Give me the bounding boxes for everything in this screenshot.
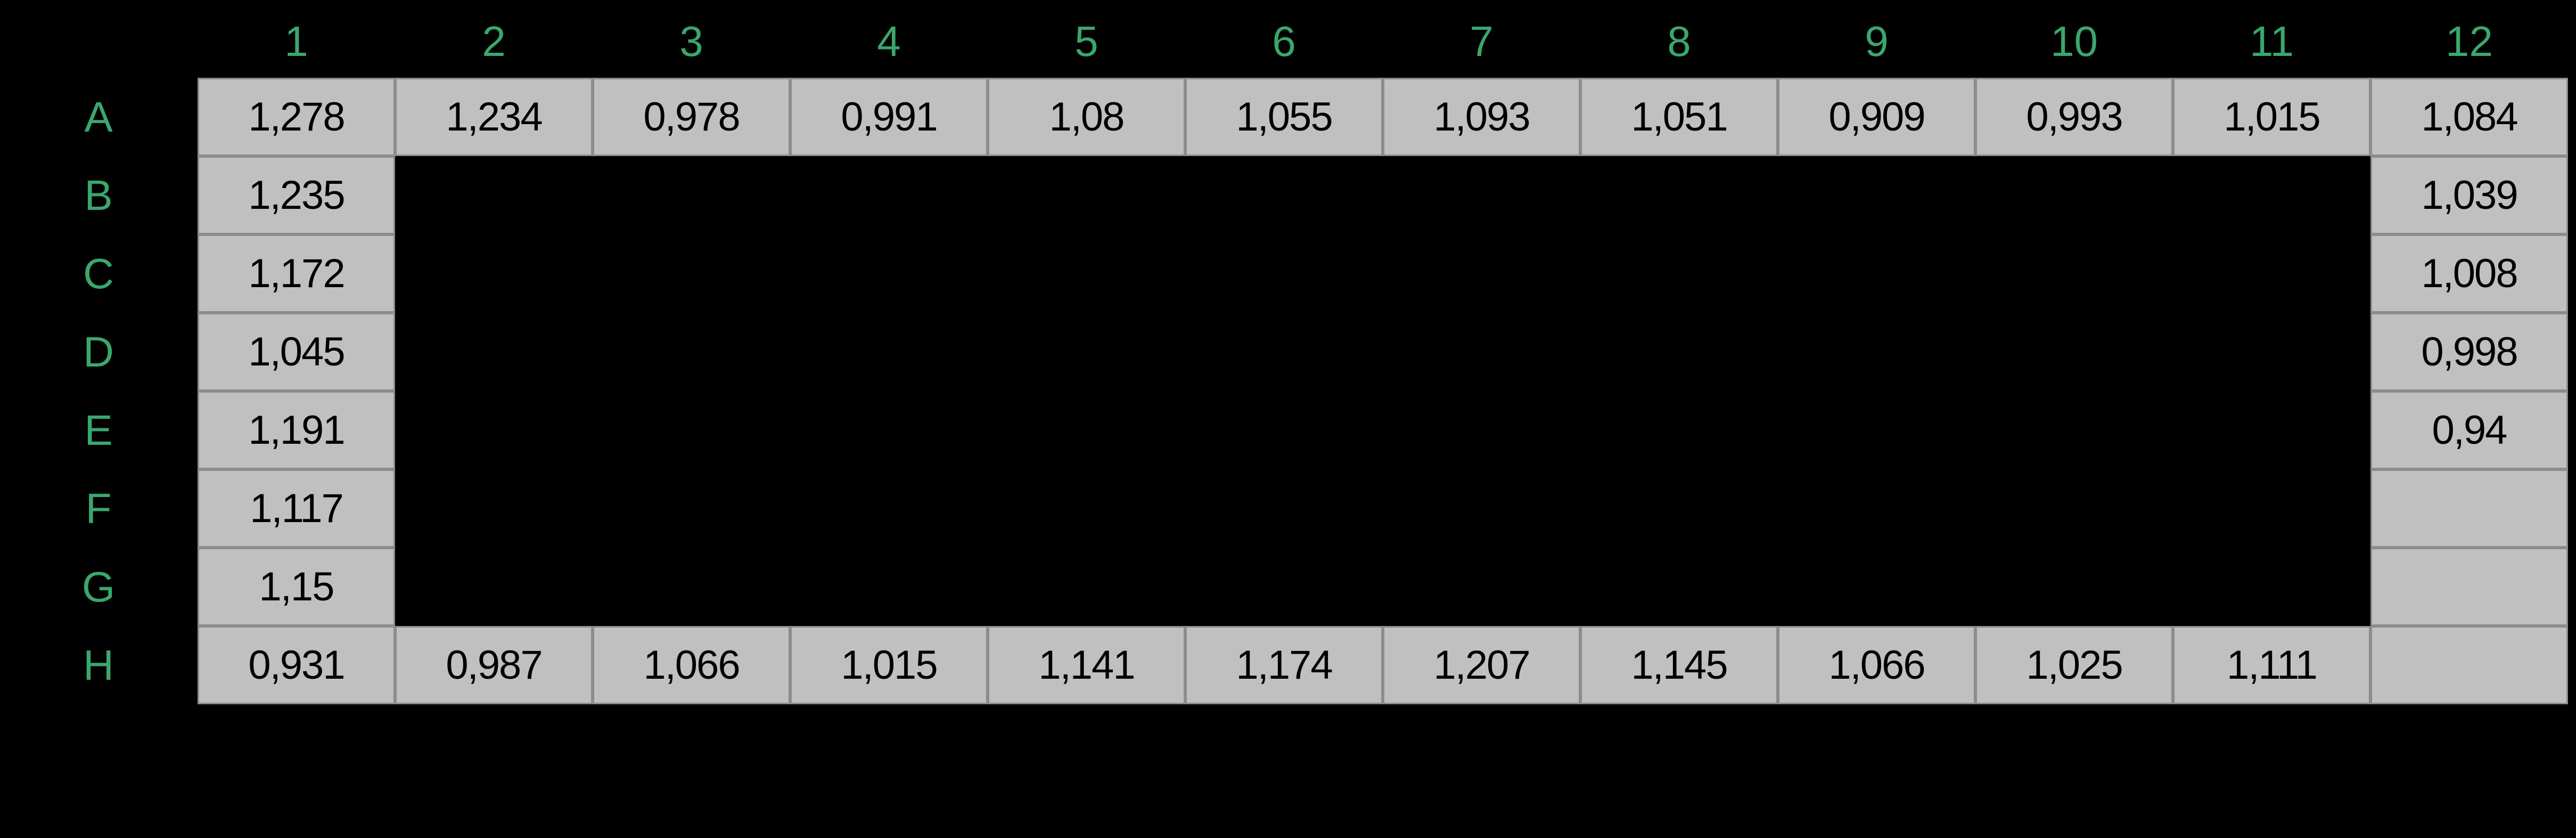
well-B12: 1,039 xyxy=(2370,156,2568,234)
well-H6: 1,174 xyxy=(1185,626,1383,704)
well-A4: 0,991 xyxy=(790,78,988,156)
column-header-12: 12 xyxy=(2446,18,2493,65)
well-A6: 1,055 xyxy=(1185,78,1383,156)
column-header-11: 11 xyxy=(2249,18,2294,65)
well-C12: 1,008 xyxy=(2370,234,2568,313)
well-A10: 0,993 xyxy=(1975,78,2173,156)
column-header-3: 3 xyxy=(679,18,703,65)
column-header-7: 7 xyxy=(1470,18,1494,65)
column-header-6: 6 xyxy=(1272,18,1296,65)
well-B1: 1,235 xyxy=(198,156,395,234)
row-header-E: E xyxy=(84,406,113,454)
well-H7: 1,207 xyxy=(1383,626,1580,704)
column-header-4: 4 xyxy=(877,18,901,65)
well-G12 xyxy=(2370,548,2568,626)
well-H4: 1,015 xyxy=(790,626,988,704)
row-header-H: H xyxy=(83,641,114,689)
well-A7: 1,093 xyxy=(1383,78,1580,156)
well-D12: 0,998 xyxy=(2370,313,2568,391)
well-H11: 1,111 xyxy=(2173,626,2370,704)
well-H9: 1,066 xyxy=(1778,626,1975,704)
row-header-A: A xyxy=(84,93,113,141)
row-header-C: C xyxy=(83,249,114,297)
well-H10: 1,025 xyxy=(1975,626,2173,704)
well-D1: 1,045 xyxy=(198,313,395,391)
well-A11: 1,015 xyxy=(2173,78,2370,156)
well-H8: 1,145 xyxy=(1580,626,1778,704)
well-A2: 1,234 xyxy=(395,78,593,156)
well-F12 xyxy=(2370,469,2568,548)
row-header-B: B xyxy=(84,171,113,219)
well-H5: 1,141 xyxy=(988,626,1185,704)
well-H2: 0,987 xyxy=(395,626,593,704)
row-header-D: D xyxy=(83,328,114,376)
well-A9: 0,909 xyxy=(1778,78,1975,156)
column-header-1: 1 xyxy=(284,18,308,65)
column-header-2: 2 xyxy=(482,18,506,65)
well-A5: 1,08 xyxy=(988,78,1185,156)
well-G1: 1,15 xyxy=(198,548,395,626)
well-F1: 1,117 xyxy=(198,469,395,548)
column-header-5: 5 xyxy=(1074,18,1098,65)
well-C1: 1,172 xyxy=(198,234,395,313)
well-A3: 0,978 xyxy=(593,78,790,156)
well-A1: 1,278 xyxy=(198,78,395,156)
well-H1: 0,931 xyxy=(198,626,395,704)
well-E12: 0,94 xyxy=(2370,391,2568,469)
column-header-10: 10 xyxy=(2050,18,2098,65)
well-A12: 1,084 xyxy=(2370,78,2568,156)
well-E1: 1,191 xyxy=(198,391,395,469)
well-A8: 1,051 xyxy=(1580,78,1778,156)
column-header-8: 8 xyxy=(1667,18,1691,65)
row-header-G: G xyxy=(81,563,116,611)
well-H3: 1,066 xyxy=(593,626,790,704)
column-header-9: 9 xyxy=(1865,18,1889,65)
row-header-F: F xyxy=(85,484,112,532)
well-H12 xyxy=(2370,626,2568,704)
